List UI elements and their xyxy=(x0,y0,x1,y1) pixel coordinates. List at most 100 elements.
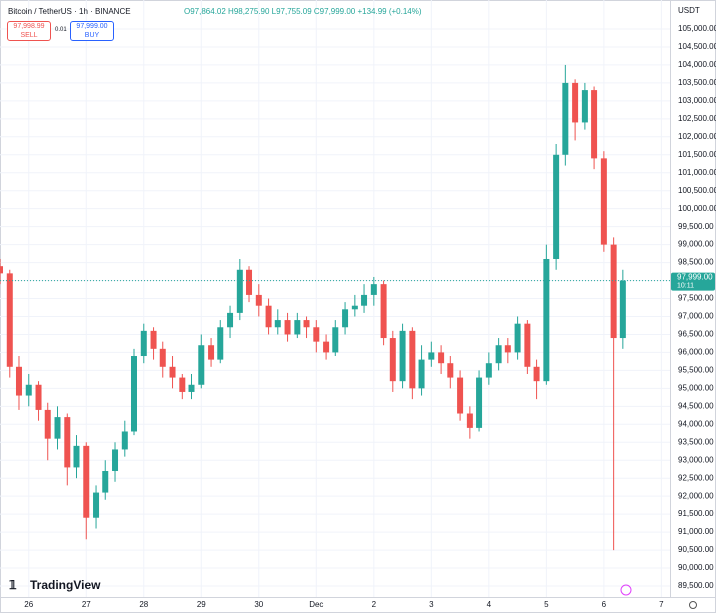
candle-body xyxy=(112,449,119,472)
x-tick-label: 3 xyxy=(429,600,434,609)
candle-body xyxy=(227,312,234,328)
candle-body xyxy=(64,417,71,468)
last-price-label: 97,999.00 xyxy=(677,273,713,282)
y-tick-label: 103,000.00 xyxy=(678,96,716,105)
candle-body xyxy=(370,284,377,295)
logo-mark: 𝟙 xyxy=(9,578,17,592)
candle-body xyxy=(380,284,387,339)
y-tick-label: 100,000.00 xyxy=(678,204,716,213)
y-tick-label: 91,000.00 xyxy=(678,527,714,536)
candle-body xyxy=(504,345,511,353)
candle-body xyxy=(543,258,550,382)
last-price-box xyxy=(671,272,715,291)
candle-body xyxy=(73,445,80,468)
candle-body xyxy=(140,330,147,357)
countdown: 10:11 xyxy=(677,282,694,289)
logo: 𝟙 TradingView xyxy=(9,578,101,592)
x-tick-label: 2 xyxy=(372,600,377,609)
candle-body xyxy=(159,348,166,367)
y-tick-label: 102,500.00 xyxy=(678,114,716,123)
candle-body xyxy=(409,330,416,389)
candle-body xyxy=(274,320,281,328)
y-tick-label: 99,000.00 xyxy=(678,240,714,249)
candle-body xyxy=(102,471,109,493)
candle-body xyxy=(93,492,100,518)
y-tick-label: 100,500.00 xyxy=(678,186,716,195)
sell-button[interactable]: 97,998.99 SELL xyxy=(7,21,51,41)
candle-body xyxy=(533,366,540,382)
candle-body xyxy=(428,352,435,360)
candle-body xyxy=(485,363,492,378)
candle-body xyxy=(44,409,51,439)
y-tick-label: 92,500.00 xyxy=(678,473,714,482)
y-tick-label: 93,500.00 xyxy=(678,437,714,446)
candle-body xyxy=(83,445,90,518)
candle-body xyxy=(457,377,464,414)
y-tick-label: 98,500.00 xyxy=(678,258,714,267)
buy-label: BUY xyxy=(84,32,100,39)
candle-body xyxy=(581,90,588,123)
buy-button[interactable]: 97,999.00 BUY xyxy=(70,21,114,41)
candle-body xyxy=(236,269,243,313)
candle-body xyxy=(54,417,61,439)
candle-body xyxy=(399,330,406,382)
y-tick-label: 93,000.00 xyxy=(678,455,714,464)
candle-body xyxy=(351,305,358,310)
y-tick-label: 101,500.00 xyxy=(678,150,716,159)
candle-body xyxy=(294,320,301,335)
y-tick-label: 96,500.00 xyxy=(678,330,714,339)
y-tick-label: 103,500.00 xyxy=(678,78,716,87)
candle-body xyxy=(495,345,502,364)
currency: USDT xyxy=(678,6,700,15)
candle-body xyxy=(150,330,157,349)
candle-body xyxy=(246,269,253,295)
y-tick-label: 90,000.00 xyxy=(678,563,714,572)
candle-body xyxy=(619,280,626,339)
candle-body xyxy=(25,384,32,396)
candle-body xyxy=(610,244,617,339)
candle-body xyxy=(6,273,13,367)
y-tick-label: 92,000.00 xyxy=(678,491,714,500)
candle-body xyxy=(332,327,339,353)
y-tick-label: 97,500.00 xyxy=(678,294,714,303)
candle-body xyxy=(361,294,368,306)
candle-body xyxy=(514,323,521,353)
candle-body xyxy=(323,341,330,353)
candle-body xyxy=(208,345,215,360)
candle-body xyxy=(342,309,349,328)
y-tick-label: 99,500.00 xyxy=(678,222,714,231)
candle-body xyxy=(169,366,176,378)
candle-body xyxy=(131,356,137,432)
symbol: Bitcoin / TetherUS · 1h · BINANCE xyxy=(8,7,131,16)
x-tick-label: 5 xyxy=(544,600,549,609)
candle-body xyxy=(15,366,22,396)
y-tick-label: 97,000.00 xyxy=(678,312,714,321)
candle-body xyxy=(600,158,607,245)
sell-label: SELL xyxy=(20,32,38,39)
y-tick-label: 90,500.00 xyxy=(678,545,714,554)
candle-body xyxy=(313,327,320,342)
y-tick-label: 89,500.00 xyxy=(678,581,714,590)
candle-body xyxy=(35,384,42,410)
candle-body xyxy=(572,82,579,123)
y-tick-label: 105,000.00 xyxy=(678,24,716,33)
candle-body xyxy=(179,377,186,392)
x-tick-label: Dec xyxy=(309,600,323,609)
y-tick-label: 102,000.00 xyxy=(678,132,716,141)
y-tick-label: 104,000.00 xyxy=(678,60,716,69)
y-tick-label: 96,000.00 xyxy=(678,348,714,357)
candle-body xyxy=(447,363,454,378)
candle-body xyxy=(524,323,531,367)
y-tick-label: 94,500.00 xyxy=(678,401,714,410)
x-tick-label: 29 xyxy=(197,600,206,609)
candle-body xyxy=(265,305,272,328)
settings-icon[interactable] xyxy=(689,601,697,609)
candle-body xyxy=(284,320,291,335)
y-tick-label: 104,500.00 xyxy=(678,42,716,51)
candle-body xyxy=(591,90,598,159)
flash-icon[interactable] xyxy=(620,584,632,596)
x-tick-label: 30 xyxy=(254,600,263,609)
